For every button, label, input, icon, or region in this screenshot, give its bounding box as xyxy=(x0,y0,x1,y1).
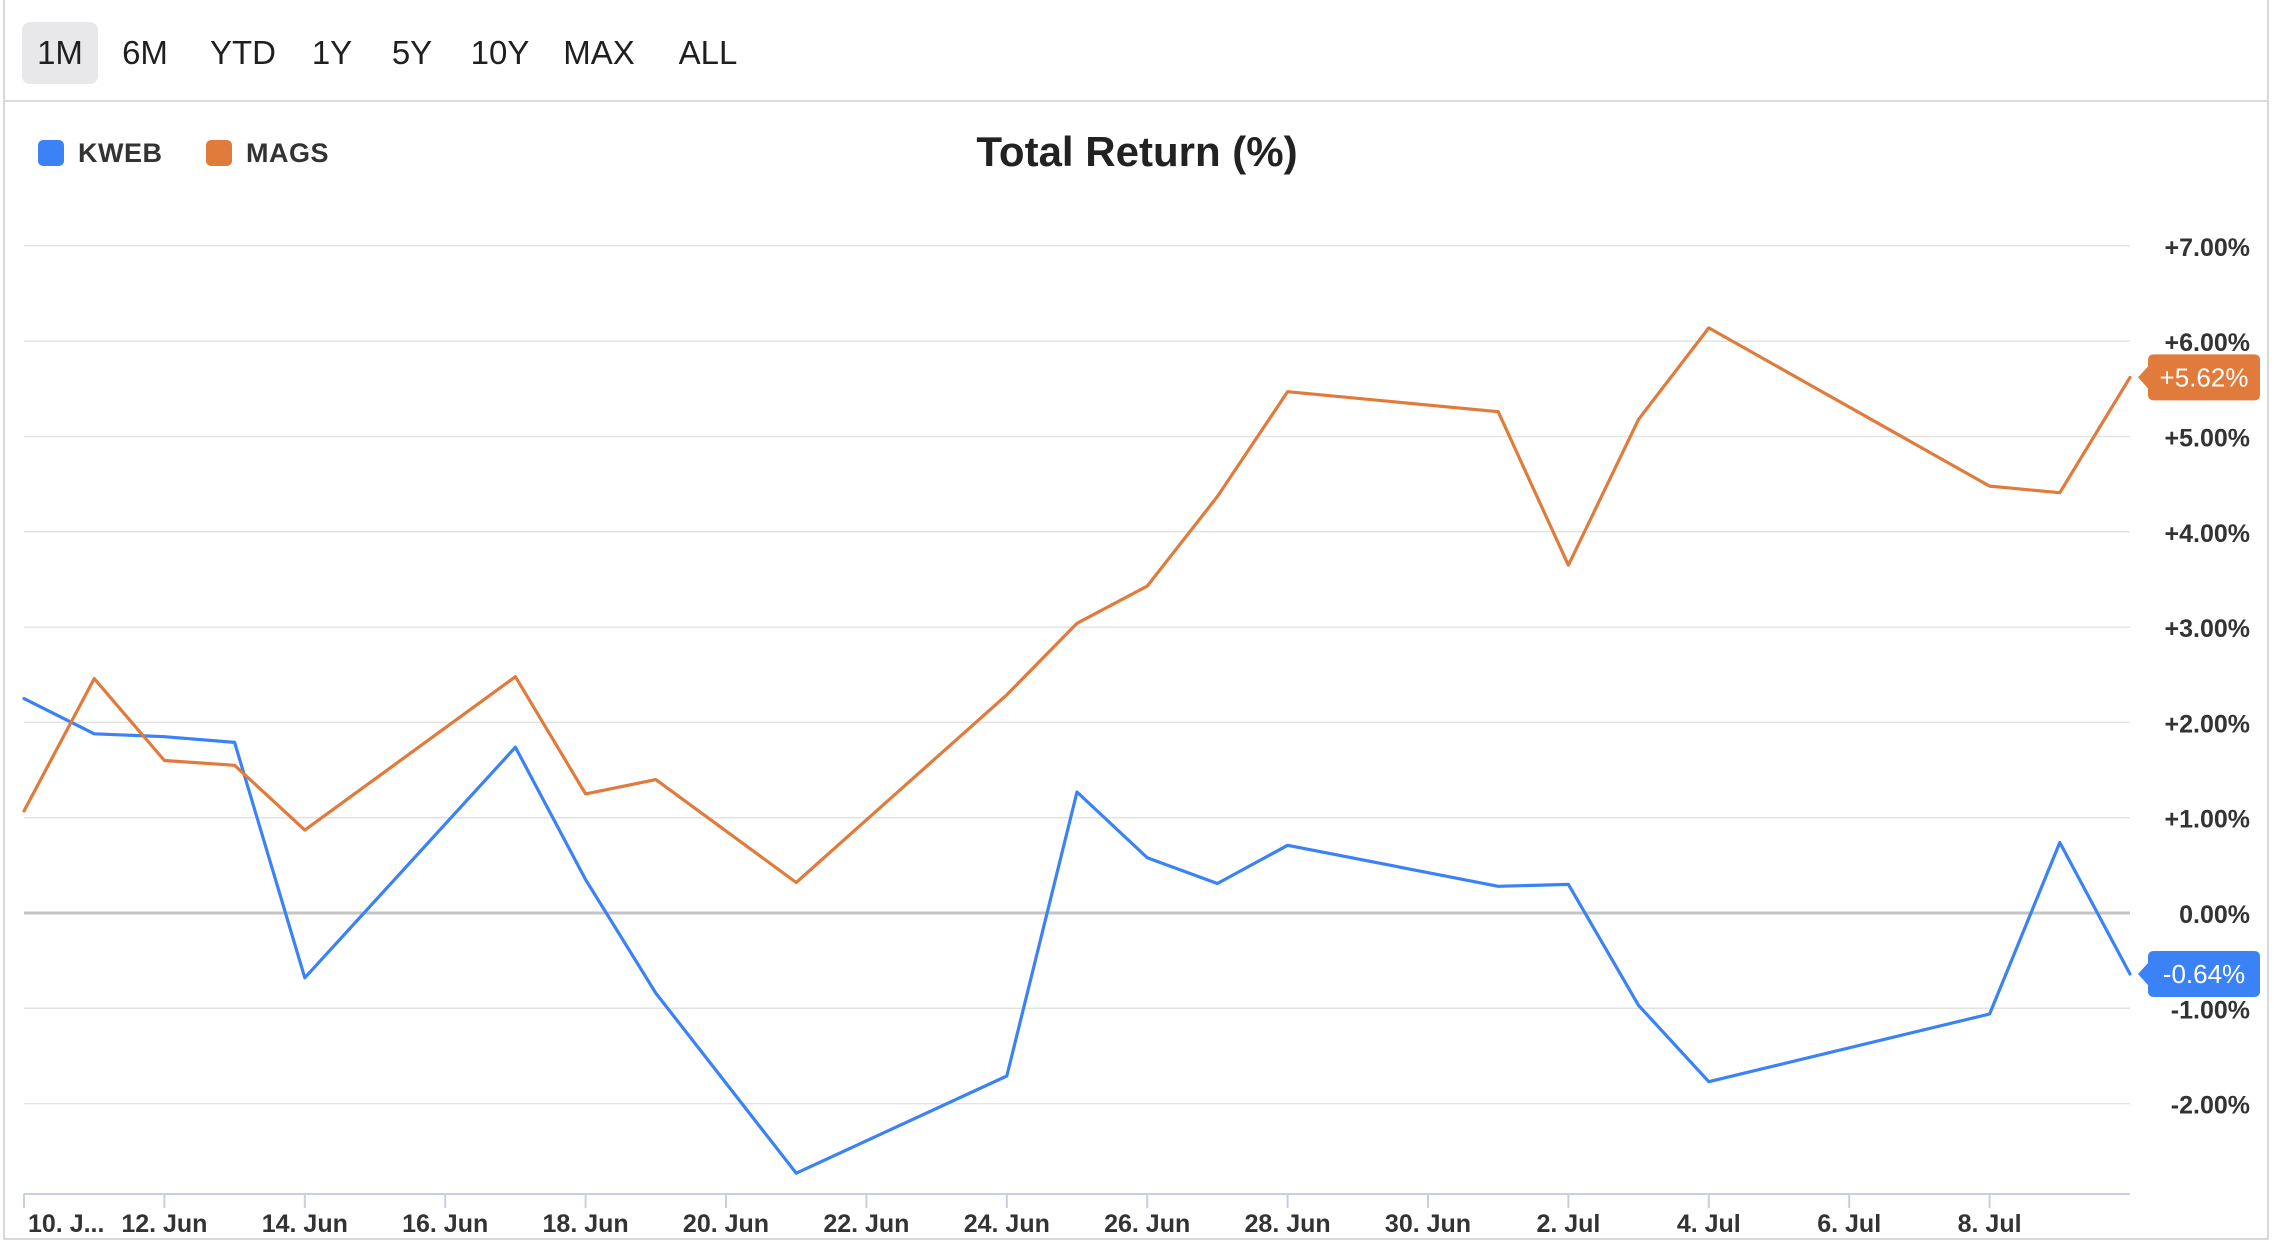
range-button-6m[interactable]: 6M xyxy=(122,34,168,71)
series-line-mags xyxy=(22,326,2132,885)
last-value-label-mags: +5.62% xyxy=(2160,362,2249,392)
legend-label-mags: MAGS xyxy=(246,137,329,168)
range-button-all[interactable]: ALL xyxy=(678,34,738,71)
x-tick-label: 24. Jun xyxy=(964,1210,1050,1238)
x-tick-label: 4. Jul xyxy=(1677,1210,1741,1238)
x-tick-label: 18. Jun xyxy=(543,1210,629,1238)
x-tick-label: 6. Jul xyxy=(1817,1210,1881,1238)
range-button-1y[interactable]: 1Y xyxy=(311,34,353,71)
y-tick-label: +3.00% xyxy=(2165,615,2251,643)
legend-swatch-mags xyxy=(206,140,232,166)
range-button-10y[interactable]: 10Y xyxy=(470,34,530,71)
y-tick-label: 0.00% xyxy=(2179,901,2250,929)
legend-item-mags[interactable]: MAGS xyxy=(206,138,329,168)
legend-label-kweb: KWEB xyxy=(78,137,163,168)
x-tick-label: 22. Jun xyxy=(823,1210,909,1238)
range-button-max[interactable]: MAX xyxy=(563,34,635,71)
x-tick-label: 8. Jul xyxy=(1958,1210,2022,1238)
x-tick-label: 20. Jun xyxy=(683,1210,769,1238)
x-tick-label: 30. Jun xyxy=(1385,1210,1471,1238)
y-tick-label: -2.00% xyxy=(2171,1092,2250,1120)
range-button-1m[interactable]: 1M xyxy=(22,22,98,84)
legend-swatch-kweb xyxy=(38,140,64,166)
y-tick-label: -1.00% xyxy=(2171,996,2250,1024)
x-tick-label: 26. Jun xyxy=(1104,1210,1190,1238)
range-toolbar: 1M 6M YTD 1Y 5Y 10Y MAX ALL xyxy=(5,0,2267,102)
legend-item-kweb[interactable]: KWEB xyxy=(38,138,163,168)
last-value-tag-mags xyxy=(2138,354,2260,401)
chart-title: Total Return (%) xyxy=(976,128,1298,175)
y-tick-label: +4.00% xyxy=(2165,520,2251,548)
series-line-kweb xyxy=(22,696,2132,1175)
y-tick-label: +2.00% xyxy=(2165,710,2251,738)
range-button-5y[interactable]: 5Y xyxy=(391,34,433,71)
y-tick-label: +1.00% xyxy=(2165,806,2251,834)
y-tick-label: +5.00% xyxy=(2165,425,2251,453)
x-tick-label: 2. Jul xyxy=(1536,1210,1600,1238)
x-tick-label: 10. J... xyxy=(28,1210,104,1238)
x-tick-label: 14. Jun xyxy=(262,1210,348,1238)
last-value-tag-kweb xyxy=(2138,950,2260,997)
last-value-label-kweb: -0.64% xyxy=(2163,959,2245,989)
chart-container: 1M 6M YTD 1Y 5Y 10Y MAX ALL xyxy=(3,0,2269,1240)
range-button-ytd[interactable]: YTD xyxy=(210,34,276,71)
x-tick-label: 28. Jun xyxy=(1245,1210,1331,1238)
y-tick-label: +6.00% xyxy=(2165,329,2251,357)
x-tick-label: 16. Jun xyxy=(402,1210,488,1238)
x-tick-label: 12. Jun xyxy=(121,1210,207,1238)
y-tick-label: +7.00% xyxy=(2165,234,2251,262)
